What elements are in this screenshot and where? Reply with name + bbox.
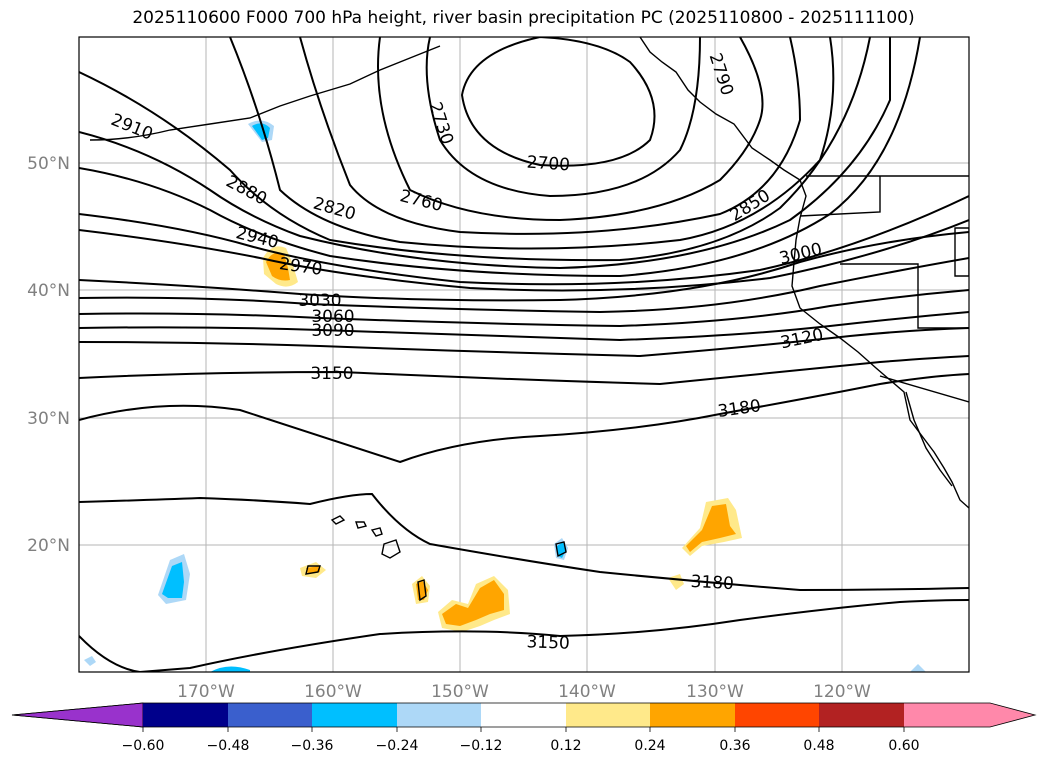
contour-label: 3060: [311, 307, 354, 327]
coastlines: [89, 37, 969, 602]
colorbar-segment: [228, 703, 312, 727]
precip-negative-core: [557, 542, 566, 558]
colorbar-segment: [397, 703, 481, 727]
us-mexico-border: [879, 375, 969, 403]
height-contours: [79, 37, 969, 672]
colorbar-tick-label: −0.60: [122, 738, 165, 754]
colorbar-tick-label: 0.36: [719, 738, 750, 754]
precip-positive-core: [686, 504, 736, 552]
contour-label: 3090: [311, 321, 354, 341]
hawaii-islands: [330, 515, 401, 559]
lat-label-30n: 30°N: [27, 409, 70, 429]
island: [555, 541, 567, 558]
lon-label-140w: 140°W: [558, 682, 616, 702]
contour-label: 2700: [526, 153, 571, 176]
colorbar-segment: [143, 703, 228, 727]
contour-line-2760: [377, 37, 764, 222]
contour-line-2910: [79, 37, 921, 278]
colorbar: −0.60 −0.48 −0.36 −0.24 −0.12 0.12 0.24 …: [11, 702, 1037, 754]
precip-positive-core: [266, 252, 290, 281]
contour-label: 2790: [705, 51, 737, 98]
colorbar-segment: [819, 703, 904, 727]
colorbar-tick-label: 0.24: [634, 738, 665, 754]
colorbar-tick-label: −0.48: [207, 738, 250, 754]
lat-label-50n: 50°N: [27, 154, 70, 174]
colorbar-segment: [566, 703, 650, 727]
latitude-labels: 50°N 40°N 30°N 20°N: [27, 154, 70, 556]
contour-line-3150-south: [79, 599, 969, 672]
island: [417, 579, 427, 602]
contour-label: 3150: [526, 632, 570, 653]
colorbar-tick-label: 0.12: [550, 738, 581, 754]
colorbar-tick-label: −0.12: [460, 738, 503, 754]
map-area: 2910 2880 2940 2970 3030 3060 3090 3150 …: [79, 37, 969, 672]
contour-label: 2730: [425, 100, 457, 147]
colorbar-tick-label: 0.60: [888, 738, 919, 754]
contour-line-2850: [79, 37, 871, 262]
precip-positive-area: [668, 574, 684, 590]
contour-label: 2760: [398, 186, 445, 216]
precip-negative-area: [84, 656, 96, 666]
colorbar-tick-label: 0.48: [803, 738, 834, 754]
precip-positive-core: [442, 580, 504, 626]
contour-label: 3180: [690, 572, 734, 594]
colorbar-tick-label: −0.24: [376, 738, 419, 754]
gridlines: [79, 37, 969, 672]
contour-labels: 2910 2880 2940 2970 3030 3060 3090 3150 …: [108, 51, 825, 654]
colorbar-tick-label: −0.36: [291, 738, 334, 754]
contour-line-2790: [299, 37, 802, 235]
contour-label: 3120: [779, 325, 825, 354]
contour-line-2940: [79, 195, 969, 286]
map-title: 2025110600 F000 700 hPa height, river ba…: [132, 8, 915, 28]
precip-negative-area: [210, 666, 250, 672]
state-border: [954, 227, 969, 277]
north-america-coast: [639, 37, 969, 509]
contour-line-2880: [79, 37, 891, 270]
contour-line-3000: [79, 231, 969, 302]
contour-line-2730: [425, 37, 701, 198]
contour-label: 3150: [310, 364, 353, 384]
contour-line-3060: [79, 289, 969, 328]
island: [305, 565, 321, 575]
baja-coast: [905, 391, 953, 487]
contour-line-3090: [79, 311, 969, 342]
lon-label-160w: 160°W: [304, 682, 362, 702]
colorbar-segment: [650, 703, 735, 727]
contour-line-2700: [460, 37, 656, 167]
precip-negative-core: [162, 562, 184, 598]
contour-label: 3030: [298, 291, 341, 311]
state-border: [840, 263, 969, 329]
lon-label-150w: 150°W: [431, 682, 489, 702]
alaska-coast: [89, 45, 441, 141]
colorbar-ticks: [142, 727, 905, 732]
lon-label-130w: 130°W: [686, 682, 744, 702]
lon-label-120w: 120°W: [813, 682, 871, 702]
contour-line-2970: [79, 219, 969, 292]
lat-label-20n: 20°N: [27, 536, 70, 556]
contour-label: 2850: [727, 186, 774, 226]
colorbar-segment: [735, 703, 819, 727]
colorbar-extend-right: [904, 703, 1035, 727]
state-border: [799, 176, 881, 217]
colorbar-segment: [312, 703, 397, 727]
longitude-labels: 170°W 160°W 150°W 140°W 130°W 120°W: [177, 682, 871, 702]
contour-line-3180: [79, 373, 969, 464]
contour-line-3180-south: [79, 492, 969, 592]
contour-line-3120: [79, 327, 969, 358]
lat-label-40n: 40°N: [27, 281, 70, 301]
lon-label-170w: 170°W: [177, 682, 235, 702]
colorbar-extend-left: [11, 702, 144, 728]
contour-line-3030: [79, 257, 969, 314]
precip-negative-area: [910, 664, 926, 672]
contour-line-3150: [79, 355, 969, 386]
map-frame: [78, 36, 970, 673]
contour-label: 3000: [777, 239, 824, 269]
colorbar-segment: [481, 703, 566, 727]
contour-label: 2820: [311, 194, 358, 225]
